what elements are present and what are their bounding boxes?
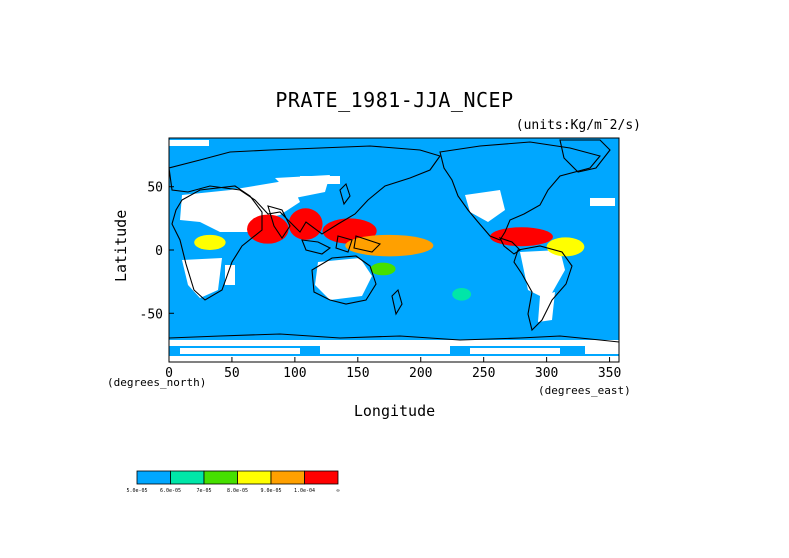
map-title: PRATE_1981-JJA_NCEP — [275, 88, 514, 112]
x-tick-label: 150 — [346, 366, 369, 381]
y-unit-label: (degrees_north) — [107, 376, 207, 389]
colorbar: 5.0e-05 6.0e-05 7e-05 8.0e-05 9.0e-05 1.0e-04… — [126, 470, 340, 494]
colorbar-label: 7e-05 — [196, 488, 211, 494]
colorbar-label: 1.0e-04 — [294, 488, 315, 494]
precip-region-0 — [247, 214, 289, 244]
colorbar-swatch — [270, 470, 305, 485]
x-unit-label: (degrees_east) — [538, 384, 631, 397]
colorbar-label: 9.0e-05 — [260, 488, 281, 494]
missing-data-patches — [169, 140, 619, 362]
precip-region-5 — [345, 234, 434, 257]
colorbar-swatch — [170, 470, 205, 485]
colorbar-label: 5.0e-05 — [126, 488, 147, 494]
x-tick-label: 350 — [598, 366, 621, 381]
precip-region-1 — [288, 208, 323, 240]
colorbar-swatch — [203, 470, 238, 485]
y-axis-ticks: 50 0 -50 — [140, 181, 174, 322]
y-tick-label: 50 — [147, 181, 163, 196]
units-label: (units:Kg/m¯2/s) — [515, 118, 641, 133]
colorbar-label: 8.0e-05 — [227, 488, 248, 494]
x-axis-ticks: 0 50 100 150 200 250 300 350 — [165, 357, 621, 381]
x-tick-label: 0 — [165, 366, 173, 381]
colorbar-label: ∞ — [336, 488, 339, 494]
precip-region-8 — [370, 262, 396, 276]
x-tick-label: 50 — [224, 366, 240, 381]
colorbar-swatch — [136, 470, 171, 485]
x-axis-label: Longitude — [353, 402, 436, 420]
colorbar-swatch — [304, 470, 339, 485]
y-tick-label: 0 — [155, 244, 163, 259]
x-tick-label: 250 — [472, 366, 495, 381]
y-tick-label: -50 — [140, 307, 163, 322]
coastlines — [169, 139, 619, 343]
x-tick-label: 300 — [535, 366, 558, 381]
x-tick-label: 200 — [409, 366, 432, 381]
x-tick-label: 100 — [283, 366, 306, 381]
colorbar-swatch — [237, 470, 272, 485]
precip-region-7 — [546, 237, 585, 257]
precip-region-6 — [194, 234, 226, 251]
precip-region-4 — [489, 227, 553, 247]
precip-region-9 — [452, 287, 472, 301]
colorbar-label: 6.0e-05 — [160, 488, 181, 494]
